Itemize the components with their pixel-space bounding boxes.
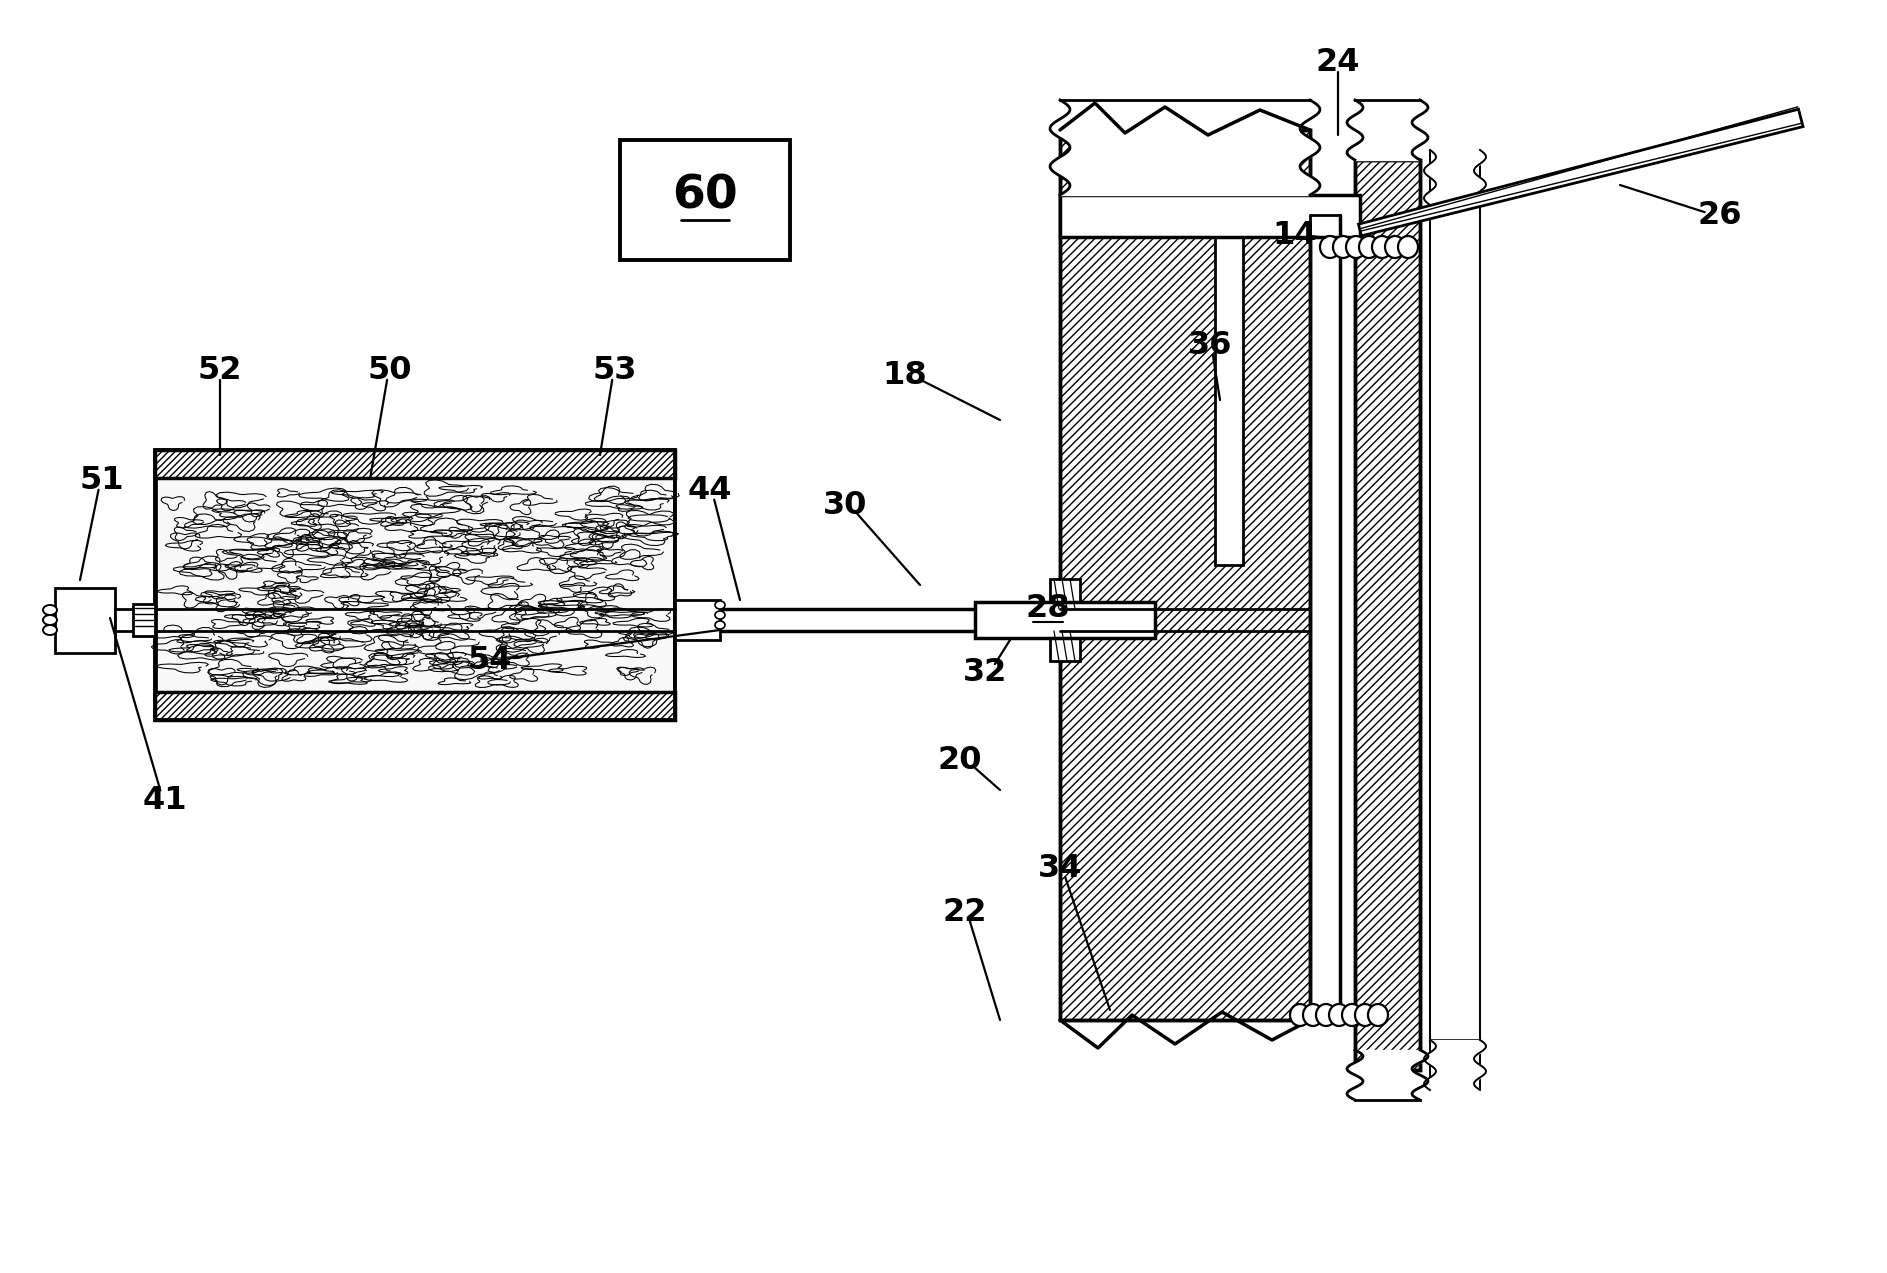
Text: 36: 36 [1187,330,1232,360]
Bar [1049,631,1079,661]
Ellipse shape [1332,236,1353,258]
Text: 53: 53 [593,354,638,386]
Bar [155,449,676,721]
Text: 30: 30 [823,490,868,521]
Bar [132,603,155,636]
Text: 60: 60 [672,173,738,219]
Ellipse shape [1398,236,1417,258]
Ellipse shape [1291,1004,1310,1026]
Text: 22: 22 [944,896,987,928]
Text: 54: 54 [468,644,511,676]
Ellipse shape [1342,1004,1362,1026]
Ellipse shape [1345,236,1366,258]
Bar [676,600,721,640]
Text: 41: 41 [143,784,187,816]
Ellipse shape [1328,1004,1349,1026]
Bar [721,608,1070,631]
Text: 24: 24 [1315,47,1361,78]
Ellipse shape [1359,236,1379,258]
Bar [976,602,1155,638]
Text: 18: 18 [883,359,927,391]
Bar [1060,130,1310,1020]
Ellipse shape [1355,1004,1376,1026]
Ellipse shape [43,615,57,625]
Ellipse shape [715,621,725,629]
Ellipse shape [715,611,725,619]
Bar [1215,215,1244,565]
Bar [157,477,674,693]
Bar [621,140,791,260]
Bar [155,693,676,721]
Bar [1430,205,1479,1040]
Text: 51: 51 [79,465,125,495]
Ellipse shape [715,601,725,608]
Bar [115,608,149,631]
Text: 14: 14 [1272,219,1317,251]
Ellipse shape [43,625,57,635]
Text: 28: 28 [1027,592,1070,624]
Bar [155,449,676,477]
Text: 44: 44 [687,475,732,505]
Ellipse shape [1315,1004,1336,1026]
Ellipse shape [1321,236,1340,258]
Polygon shape [1359,109,1804,236]
Text: 26: 26 [1698,200,1742,230]
Text: 50: 50 [368,354,411,386]
Bar [1355,160,1421,1071]
Ellipse shape [1372,236,1393,258]
Text: 52: 52 [198,354,242,386]
Ellipse shape [43,605,57,615]
Ellipse shape [1368,1004,1389,1026]
Ellipse shape [1385,236,1406,258]
Text: 32: 32 [962,657,1008,687]
Bar [55,588,115,653]
Text: 34: 34 [1038,853,1081,883]
Bar [1049,579,1079,608]
Bar [1355,160,1421,1071]
Bar [1060,130,1310,1020]
Text: 20: 20 [938,745,983,775]
Ellipse shape [1304,1004,1323,1026]
Bar [1060,195,1361,237]
